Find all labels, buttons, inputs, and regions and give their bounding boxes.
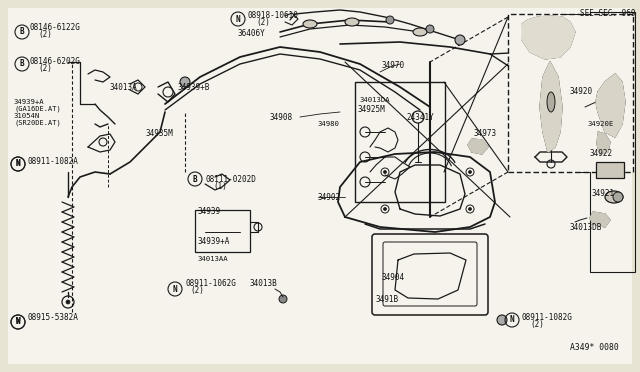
Circle shape <box>180 77 190 87</box>
Text: 34925M: 34925M <box>358 105 386 113</box>
Text: 36406Y: 36406Y <box>237 29 265 38</box>
Text: 24341Y: 24341Y <box>406 112 434 122</box>
Polygon shape <box>522 16 575 59</box>
Bar <box>590 12 635 272</box>
Text: (2): (2) <box>38 64 52 74</box>
Bar <box>355 82 445 202</box>
Text: B: B <box>20 28 24 36</box>
Text: 34970: 34970 <box>382 61 405 71</box>
Polygon shape <box>596 74 625 137</box>
Circle shape <box>383 170 387 173</box>
Bar <box>508 14 633 172</box>
Text: 31054N: 31054N <box>14 113 40 119</box>
Text: 34939+A: 34939+A <box>14 99 45 105</box>
Text: 34939: 34939 <box>198 208 221 217</box>
Text: 34920E: 34920E <box>588 121 614 127</box>
Text: A349* 0080: A349* 0080 <box>570 343 619 352</box>
Text: N: N <box>16 317 20 327</box>
Text: B: B <box>20 60 24 68</box>
Text: 34904: 34904 <box>382 273 405 282</box>
Text: 3491B: 3491B <box>375 295 398 304</box>
Bar <box>596 162 624 178</box>
Circle shape <box>386 16 394 24</box>
Circle shape <box>468 170 472 173</box>
Polygon shape <box>540 62 562 152</box>
Circle shape <box>383 208 387 211</box>
Text: 08911-1062G: 08911-1062G <box>185 279 236 289</box>
Text: 34973: 34973 <box>473 129 496 138</box>
Text: 34013B: 34013B <box>250 279 278 289</box>
Circle shape <box>279 295 287 303</box>
Text: W: W <box>16 317 20 327</box>
Text: 34013AA: 34013AA <box>198 256 228 262</box>
Ellipse shape <box>413 28 427 36</box>
Text: 08146-6122G: 08146-6122G <box>30 23 81 32</box>
Text: N: N <box>509 315 515 324</box>
Text: N: N <box>236 15 240 23</box>
Text: (1): (1) <box>213 182 227 190</box>
Text: B: B <box>193 174 197 183</box>
Text: 34922: 34922 <box>590 150 613 158</box>
Text: 34920: 34920 <box>570 87 593 96</box>
Text: (SR20DE.AT): (SR20DE.AT) <box>14 120 61 126</box>
Text: (GA16DE.AT): (GA16DE.AT) <box>14 106 61 112</box>
Text: 34980: 34980 <box>318 121 340 127</box>
Text: N: N <box>173 285 177 294</box>
Text: 08111-0202D: 08111-0202D <box>205 174 256 183</box>
Text: 08911-1082A: 08911-1082A <box>28 157 79 167</box>
Text: (2): (2) <box>256 17 270 26</box>
Text: 08918-10610: 08918-10610 <box>248 10 299 19</box>
Text: (2): (2) <box>530 320 544 328</box>
Text: 08915-5382A: 08915-5382A <box>28 312 79 321</box>
Text: SEE SEC. 969: SEE SEC. 969 <box>580 10 636 19</box>
Circle shape <box>497 315 507 325</box>
Text: 34921: 34921 <box>592 189 615 199</box>
Polygon shape <box>468 139 488 154</box>
Text: 34908: 34908 <box>270 112 293 122</box>
Text: 34013DB: 34013DB <box>570 222 602 231</box>
Polygon shape <box>590 212 610 227</box>
Ellipse shape <box>605 191 623 203</box>
Circle shape <box>66 300 70 304</box>
Text: 08146-6202G: 08146-6202G <box>30 58 81 67</box>
Text: (2): (2) <box>190 286 204 295</box>
Circle shape <box>426 25 434 33</box>
Circle shape <box>613 192 623 202</box>
Text: 34013DA: 34013DA <box>360 97 390 103</box>
Ellipse shape <box>547 92 555 112</box>
Bar <box>195 210 250 252</box>
Polygon shape <box>597 132 610 154</box>
Text: 34013A: 34013A <box>110 83 138 92</box>
Text: 34935M: 34935M <box>145 129 173 138</box>
Text: 34902: 34902 <box>318 192 341 202</box>
Text: (2): (2) <box>38 31 52 39</box>
Ellipse shape <box>303 20 317 28</box>
Text: N: N <box>16 160 20 169</box>
Text: 08911-1082G: 08911-1082G <box>522 312 573 321</box>
Text: 34939+A: 34939+A <box>198 237 230 247</box>
Ellipse shape <box>345 18 359 26</box>
Text: N: N <box>16 160 20 169</box>
Text: 34939+B: 34939+B <box>178 83 211 92</box>
Circle shape <box>455 35 465 45</box>
Circle shape <box>468 208 472 211</box>
